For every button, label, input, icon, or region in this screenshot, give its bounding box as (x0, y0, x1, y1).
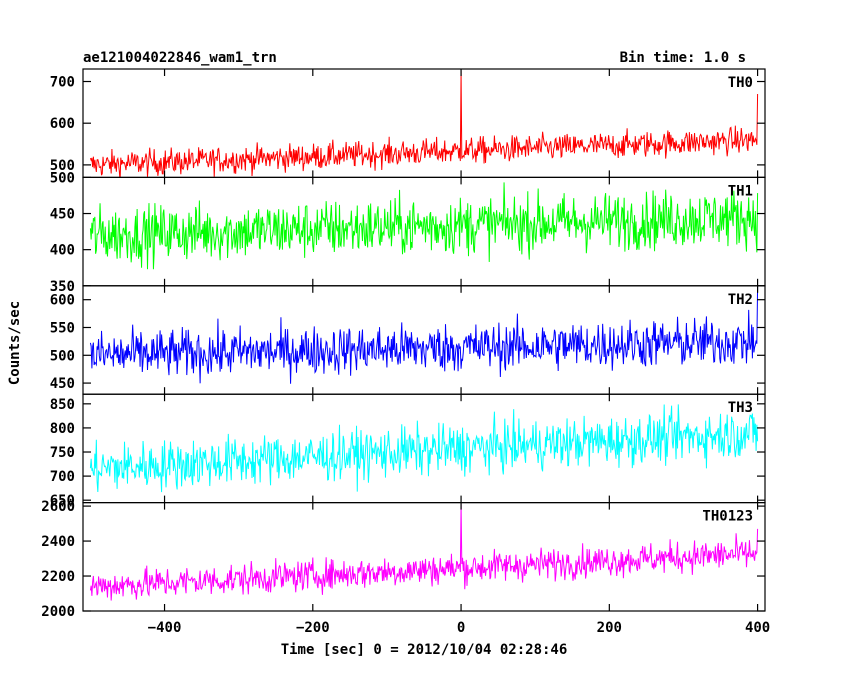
y-tick-label: 2200 (41, 569, 75, 585)
chart-title: ae121004022846_wam1_trn (83, 50, 277, 66)
series-th0 (89, 71, 759, 178)
panel-frame (82, 502, 766, 612)
series-label: TH0123 (702, 509, 753, 525)
panel-th0: 500 600 700 TH0 (50, 68, 766, 179)
y-axis-label: Counts/sec (7, 301, 23, 385)
y-tick-label: 450 (50, 376, 75, 392)
x-tick-label: 400 (745, 620, 770, 636)
y-tick-label: 700 (50, 469, 75, 485)
y-tick-label: 2400 (41, 534, 75, 550)
x-tick-label: −400 (148, 620, 182, 636)
y-tick-label: 500 (50, 158, 75, 174)
y-tick-label: 2000 (41, 604, 75, 620)
series-th1 (89, 182, 759, 270)
series-th2 (89, 285, 759, 384)
y-tick-label: 550 (50, 320, 75, 336)
y-tick-label: 800 (50, 421, 75, 437)
panel-th0123: 2000 2200 2400 2600 TH0123 (41, 499, 766, 620)
series-label: TH3 (728, 400, 753, 416)
x-tick-label: 200 (597, 620, 622, 636)
y-tick-label: 700 (50, 75, 75, 91)
x-axis-label: Time [sec] 0 = 2012/10/04 02:28:46 (281, 642, 568, 658)
y-tick-label: 2600 (41, 499, 75, 515)
panel-th3: 650 700 750 800 850 TH3 (50, 393, 766, 509)
y-tick-label: 500 (50, 348, 75, 364)
y-tick-label: 450 (50, 207, 75, 223)
series-th0123 (89, 504, 759, 601)
panel-th1: 350 400 450 500 TH1 (50, 170, 766, 295)
y-tick-label: 400 (50, 243, 75, 259)
panel-th2: 450 500 550 600 TH2 (50, 285, 766, 395)
x-tick-label: −200 (296, 620, 330, 636)
series-label: TH1 (728, 183, 753, 199)
x-tick-label: 0 (457, 620, 465, 636)
y-tick-label: 600 (50, 116, 75, 132)
y-tick-label: 350 (50, 279, 75, 295)
x-axis: −400 −200 0 200 400 (148, 620, 771, 636)
series-label: TH2 (728, 292, 753, 308)
y-tick-label: 500 (50, 170, 75, 186)
y-tick-label: 750 (50, 445, 75, 461)
series-label: TH0 (728, 75, 753, 91)
series-th3 (89, 404, 759, 493)
y-tick-label: 850 (50, 397, 75, 413)
panels-group: 500 600 700 TH0 350 400 450 500 TH1 450 500 550 600 T… (41, 68, 766, 620)
y-tick-label: 650 (50, 493, 75, 509)
y-tick-label: 600 (50, 293, 75, 309)
bin-time-label: Bin time: 1.0 s (620, 50, 746, 66)
